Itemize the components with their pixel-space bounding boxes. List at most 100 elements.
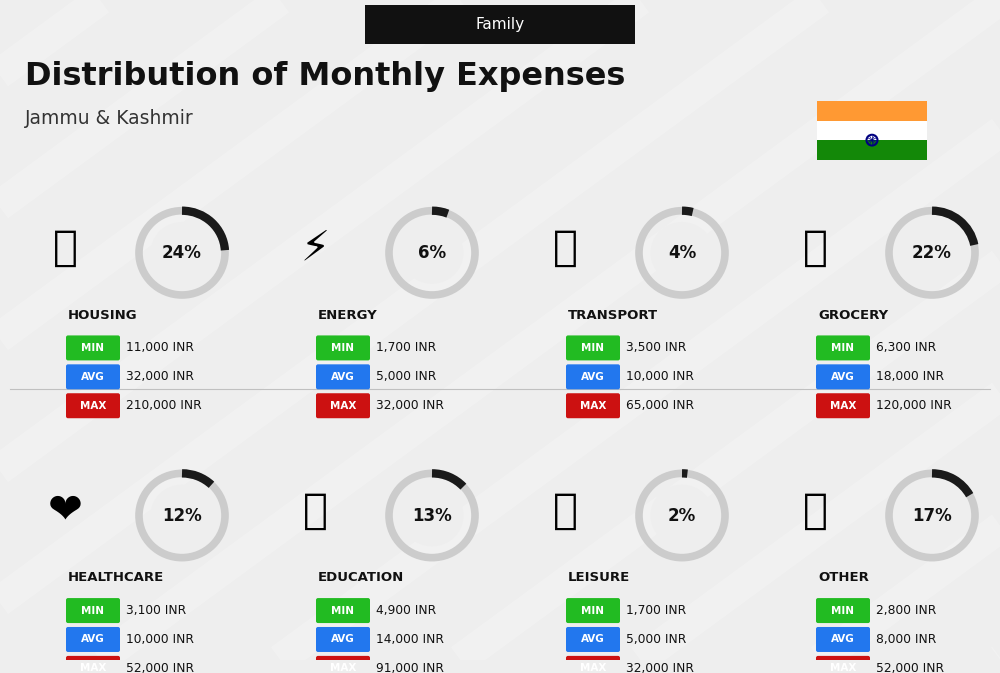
FancyBboxPatch shape [566,627,620,652]
Text: 14,000 INR: 14,000 INR [376,633,444,646]
Text: 12%: 12% [162,507,202,524]
FancyBboxPatch shape [816,364,870,389]
Text: 2%: 2% [668,507,696,524]
FancyBboxPatch shape [316,598,370,623]
Text: 11,000 INR: 11,000 INR [126,341,194,355]
Text: AVG: AVG [581,371,605,382]
Circle shape [900,222,964,284]
Text: MAX: MAX [80,664,106,673]
Text: AVG: AVG [331,371,355,382]
Circle shape [400,485,464,546]
FancyBboxPatch shape [816,598,870,623]
Text: MIN: MIN [82,606,104,616]
Text: 52,000 INR: 52,000 INR [126,662,194,673]
Text: 3,100 INR: 3,100 INR [126,604,186,617]
FancyBboxPatch shape [316,393,370,418]
Text: MIN: MIN [832,343,854,353]
FancyBboxPatch shape [316,627,370,652]
Text: 17%: 17% [912,507,952,524]
Text: 5,000 INR: 5,000 INR [626,633,686,646]
FancyBboxPatch shape [316,335,370,361]
FancyBboxPatch shape [66,656,120,673]
Text: AVG: AVG [831,635,855,645]
Text: Family: Family [475,17,525,32]
Text: 1,700 INR: 1,700 INR [626,604,686,617]
Text: HEALTHCARE: HEALTHCARE [68,571,164,584]
Text: 4%: 4% [668,244,696,262]
Text: EDUCATION: EDUCATION [318,571,404,584]
Text: MAX: MAX [580,400,606,411]
Text: 🏢: 🏢 [52,227,77,269]
FancyBboxPatch shape [816,393,870,418]
Text: 🛍: 🛍 [552,489,578,532]
FancyBboxPatch shape [316,364,370,389]
Text: ❤: ❤ [48,489,82,532]
Circle shape [650,222,714,284]
Circle shape [150,485,213,546]
Text: 🎓: 🎓 [303,489,328,532]
Circle shape [650,485,714,546]
Circle shape [400,222,464,284]
Text: 32,000 INR: 32,000 INR [126,370,194,384]
Text: Distribution of Monthly Expenses: Distribution of Monthly Expenses [25,61,625,92]
Text: MAX: MAX [830,400,856,411]
Text: MIN: MIN [832,606,854,616]
Text: MAX: MAX [580,664,606,673]
FancyBboxPatch shape [816,656,870,673]
Circle shape [150,222,213,284]
FancyBboxPatch shape [566,598,620,623]
FancyBboxPatch shape [365,5,635,44]
Text: 🛒: 🛒 [802,227,827,269]
FancyBboxPatch shape [66,335,120,361]
FancyBboxPatch shape [566,364,620,389]
Text: GROCERY: GROCERY [818,309,888,322]
FancyBboxPatch shape [817,120,927,140]
Text: AVG: AVG [81,635,105,645]
Text: 32,000 INR: 32,000 INR [376,399,444,413]
Text: 22%: 22% [912,244,952,262]
Text: 91,000 INR: 91,000 INR [376,662,444,673]
Text: 24%: 24% [162,244,202,262]
Text: LEISURE: LEISURE [568,571,630,584]
Text: MIN: MIN [82,343,104,353]
Text: 💰: 💰 [802,489,827,532]
Text: AVG: AVG [831,371,855,382]
Text: MAX: MAX [330,400,356,411]
FancyBboxPatch shape [566,393,620,418]
FancyBboxPatch shape [816,627,870,652]
Text: 13%: 13% [412,507,452,524]
FancyBboxPatch shape [816,335,870,361]
FancyBboxPatch shape [817,101,927,120]
Text: ENERGY: ENERGY [318,309,378,322]
FancyBboxPatch shape [316,656,370,673]
Text: 65,000 INR: 65,000 INR [626,399,694,413]
Text: 32,000 INR: 32,000 INR [626,662,694,673]
Text: MAX: MAX [830,664,856,673]
Text: MIN: MIN [332,606,354,616]
FancyBboxPatch shape [566,335,620,361]
Text: MAX: MAX [80,400,106,411]
Text: 10,000 INR: 10,000 INR [626,370,694,384]
FancyBboxPatch shape [66,598,120,623]
Text: 52,000 INR: 52,000 INR [876,662,944,673]
Text: MIN: MIN [582,606,604,616]
Text: 4,900 INR: 4,900 INR [376,604,436,617]
Text: 210,000 INR: 210,000 INR [126,399,202,413]
Text: 8,000 INR: 8,000 INR [876,633,936,646]
FancyBboxPatch shape [66,364,120,389]
Text: 6,300 INR: 6,300 INR [876,341,936,355]
Text: 🚌: 🚌 [552,227,578,269]
Text: AVG: AVG [81,371,105,382]
Text: 5,000 INR: 5,000 INR [376,370,436,384]
Text: TRANSPORT: TRANSPORT [568,309,658,322]
Text: 1,700 INR: 1,700 INR [376,341,436,355]
FancyBboxPatch shape [566,656,620,673]
Circle shape [900,485,964,546]
Text: ⚡: ⚡ [300,227,330,269]
Text: 120,000 INR: 120,000 INR [876,399,952,413]
Text: 2,800 INR: 2,800 INR [876,604,936,617]
Text: OTHER: OTHER [818,571,869,584]
Text: AVG: AVG [581,635,605,645]
Text: HOUSING: HOUSING [68,309,138,322]
FancyBboxPatch shape [66,393,120,418]
